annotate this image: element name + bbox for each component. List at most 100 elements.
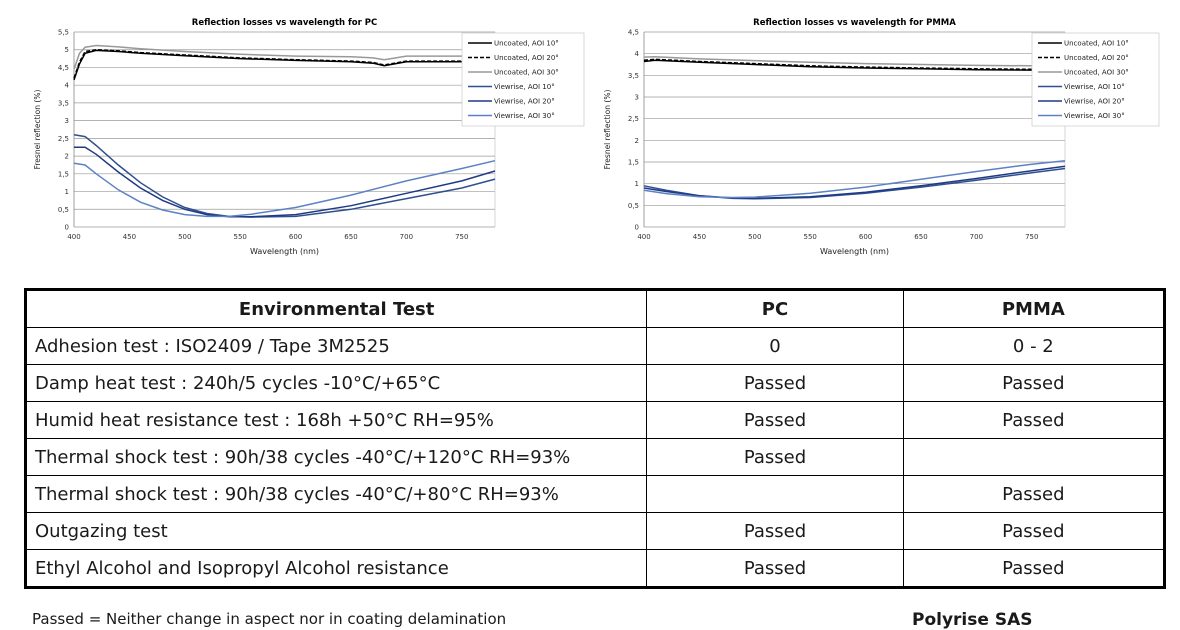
pmma-result-cell: [902, 438, 1166, 476]
y-tick-label: 0,5: [628, 202, 639, 210]
x-tick-label: 600: [289, 233, 302, 241]
footnote: Passed = Neither change in aspect nor in…: [32, 610, 507, 628]
environmental-test-table: Environmental Test PC PMMA Adhesion test…: [24, 288, 1166, 589]
y-tick-label: 4,5: [628, 29, 639, 37]
y-tick-label: 1: [65, 188, 69, 196]
pc-result-cell: Passed: [646, 401, 904, 439]
series-line: [73, 48, 496, 79]
legend-label: Viewrise, AOI 20°: [1064, 98, 1125, 106]
series-line: [73, 159, 496, 218]
y-tick-label: 4: [65, 82, 70, 90]
y-axis-label: Fresnel reflection (%): [33, 90, 42, 170]
x-tick-label: 650: [914, 233, 927, 241]
pc-reflection-chart: Reflection losses vs wavelength for PC 0 0…: [33, 18, 585, 256]
x-tick-label: 600: [859, 233, 872, 241]
y-tick-label: 0,5: [58, 206, 69, 214]
legend-label: Uncoated, AOI 30°: [1064, 69, 1129, 77]
x-tick-label: 550: [803, 233, 816, 241]
legend-label: Uncoated, AOI 30°: [494, 69, 559, 77]
y-tick-label: 5,5: [58, 29, 69, 37]
pc-result-cell: Passed: [646, 512, 904, 550]
test-name-cell: Ethyl Alcohol and Isopropyl Alcohol resi…: [24, 549, 648, 588]
table-row: Humid heat resistance test : 168h +50°C …: [24, 401, 1166, 439]
test-name-cell: Thermal shock test : 90h/38 cycles -40°C…: [24, 475, 648, 513]
test-name-cell: Thermal shock test : 90h/38 cycles -40°C…: [24, 438, 648, 476]
header-pc: PC: [646, 289, 904, 328]
y-tick-label: 3,5: [58, 99, 69, 107]
legend-label: Uncoated, AOI 10°: [1064, 40, 1129, 48]
pc-result-cell: Passed: [646, 364, 904, 402]
y-tick-label: 2: [635, 137, 639, 145]
y-tick-label: 3: [65, 117, 69, 125]
series-line: [73, 44, 496, 70]
y-tick-label: 0: [635, 224, 639, 232]
legend-box: [1031, 32, 1160, 127]
x-tick-label: 450: [693, 233, 706, 241]
x-tick-label: 500: [178, 233, 191, 241]
pmma-result-cell: Passed: [902, 401, 1166, 439]
x-tick-label: 400: [67, 233, 80, 241]
legend-label: Viewrise, AOI 30°: [494, 112, 555, 120]
legend-label: Viewrise, AOI 30°: [1064, 112, 1125, 120]
y-tick-label: 2,5: [58, 135, 69, 143]
pc-result-cell: Passed: [646, 549, 904, 588]
legend-label: Uncoated, AOI 20°: [1064, 54, 1129, 62]
table-header-row: Environmental Test PC PMMA: [24, 289, 1166, 328]
company-name: Polyrise SAS: [912, 610, 1033, 630]
pmma-result-cell: Passed: [902, 475, 1166, 513]
pmma-result-cell: Passed: [902, 364, 1166, 402]
x-tick-label: 700: [970, 233, 983, 241]
header-pmma: PMMA: [902, 289, 1166, 328]
table-row: Damp heat test : 240h/5 cycles -10°C/+65…: [24, 364, 1166, 402]
pc-result-cell: [646, 475, 904, 513]
series-line: [74, 146, 496, 218]
series-line: [643, 59, 1065, 71]
y-tick-label: 3: [635, 94, 639, 102]
x-tick-label: 400: [637, 233, 650, 241]
y-tick-label: 0: [65, 224, 69, 232]
series-line: [643, 58, 1065, 71]
chart-title: Reflection losses vs wavelength for PC: [192, 18, 377, 28]
pc-result-cell: 0: [646, 327, 904, 365]
legend-label: Uncoated, AOI 10°: [494, 40, 559, 48]
test-name-cell: Outgazing test: [24, 512, 648, 550]
x-axis-label: Wavelength (nm): [250, 247, 319, 256]
table-row: Thermal shock test : 90h/38 cycles -40°C…: [24, 438, 1166, 476]
test-name-cell: Damp heat test : 240h/5 cycles -10°C/+65…: [24, 364, 648, 402]
series-line: [643, 165, 1066, 200]
table-row: Thermal shock test : 90h/38 cycles -40°C…: [24, 475, 1166, 513]
y-axis-label: Fresnel reflection (%): [603, 90, 612, 170]
y-tick-label: 1,5: [628, 159, 639, 167]
pmma-result-cell: Passed: [902, 549, 1166, 588]
header-environmental-test: Environmental Test: [24, 289, 648, 328]
y-tick-label: 5: [65, 46, 69, 54]
pmma-reflection-chart: Reflection losses vs wavelength for PMMA…: [603, 18, 1160, 256]
series-line: [73, 49, 496, 81]
series-line: [643, 55, 1065, 67]
test-name-cell: Adhesion test : ISO2409 / Tape 3M2525: [24, 327, 648, 365]
legend-box: [461, 32, 585, 127]
series-line: [643, 159, 1066, 199]
legend-label: Viewrise, AOI 20°: [494, 98, 555, 106]
y-tick-label: 1: [635, 180, 639, 188]
x-tick-label: 700: [400, 233, 413, 241]
y-tick-label: 4,5: [58, 64, 69, 72]
test-name-cell: Humid heat resistance test : 168h +50°C …: [24, 401, 648, 439]
y-tick-label: 3,5: [628, 72, 639, 80]
series-line: [73, 134, 496, 218]
x-tick-label: 500: [748, 233, 761, 241]
y-tick-label: 2,5: [628, 115, 639, 123]
legend-label: Uncoated, AOI 20°: [494, 54, 559, 62]
x-tick-label: 750: [1025, 233, 1038, 241]
x-tick-label: 650: [344, 233, 357, 241]
x-tick-label: 750: [455, 233, 468, 241]
y-tick-label: 4: [635, 50, 640, 58]
y-tick-label: 2: [65, 153, 69, 161]
chart-title: Reflection losses vs wavelength for PMMA: [753, 18, 956, 28]
legend-label: Viewrise, AOI 10°: [494, 83, 555, 91]
x-tick-label: 450: [123, 233, 136, 241]
pmma-result-cell: 0 - 2: [902, 327, 1166, 365]
table-row: Ethyl Alcohol and Isopropyl Alcohol resi…: [24, 549, 1166, 588]
y-tick-label: 1,5: [58, 170, 69, 178]
table-row: Outgazing test Passed Passed: [24, 512, 1166, 550]
